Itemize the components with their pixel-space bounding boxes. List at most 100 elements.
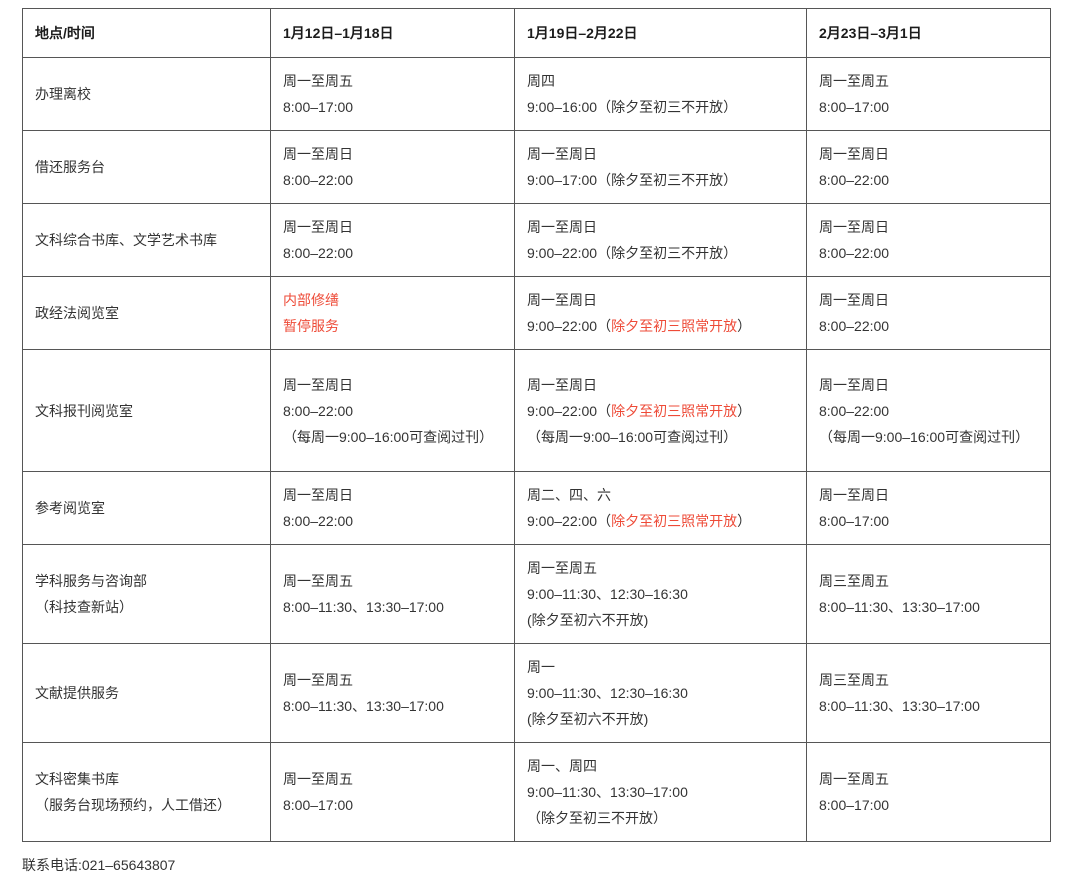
schedule-line: 周一至周日 [819,287,1038,313]
schedule-line: 9:00–17:00（除夕至初三不开放） [527,167,794,193]
schedule-line: 8:00–11:30、13:30–17:00 [819,594,1038,620]
schedule-line: （除夕至初三不开放） [527,805,794,831]
schedule-text: 借还服务台 [35,159,105,175]
schedule-line: 周一、周四 [527,753,794,779]
header-row: 地点/时间 1月12日–1月18日 1月19日–2月22日 2月23日–3月1日 [22,8,1051,58]
schedule-line: 周一至周日 [527,372,794,398]
schedule-line: （每周一9:00–16:00可查阅过刊） [527,424,794,450]
schedule-line: 周三至周五 [819,568,1038,594]
location-cell: 参考阅览室 [22,471,271,545]
column-header-1: 1月12日–1月18日 [270,8,515,58]
schedule-line: 8:00–22:00 [819,240,1038,266]
red-notice-text: 内部修缮 [283,292,339,308]
schedule-line: 8:00–22:00 [283,398,502,424]
schedule-line: 周一至周日 [283,141,502,167]
table-row: 办理离校 周一至周五 8:00–17:00 周四 9:00–16:00（除夕至初三不开放… [22,57,1051,131]
schedule-text: 9:00–22:00（除夕至初三不开放） [527,245,738,261]
location-cell: 文献提供服务 [22,643,271,743]
schedule-line: 9:00–22:00（除夕至初三照常开放） [527,508,794,534]
schedule-line: 暂停服务 [283,313,502,339]
schedule-cell: 周一至周日 8:00–22:00 [806,276,1051,350]
table-row: 借还服务台 周一至周日 8:00–22:00 周一至周日 9:00–17:00（除夕至初… [22,130,1051,204]
schedule-line: 8:00–17:00 [819,508,1038,534]
schedule-line: 8:00–22:00 [819,313,1038,339]
schedule-line: 8:00–22:00 [819,167,1038,193]
schedule-text: 周一至周五 [283,73,353,89]
location-line: 文献提供服务 [35,680,258,706]
schedule-text: 周二、四、六 [527,487,611,503]
schedule-line: 9:00–22:00（除夕至初三照常开放） [527,398,794,424]
schedule-text: 周一至周日 [283,487,353,503]
schedule-cell: 周一至周日 8:00–22:00 （每周一9:00–16:00可查阅过刊） [806,349,1051,472]
table-row: 参考阅览室 周一至周日 8:00–22:00 周二、四、六 9:00–22:00（除夕至… [22,471,1051,545]
location-line: 借还服务台 [35,154,258,180]
schedule-text: 办理离校 [35,86,91,102]
schedule-line: (除夕至初六不开放) [527,706,794,732]
schedule-table-header: 地点/时间 1月12日–1月18日 1月19日–2月22日 2月23日–3月1日 [22,8,1051,58]
table-row: 学科服务与咨询部 （科技查新站） 周一至周五 8:00–11:30、13:30–17:… [22,544,1051,644]
schedule-cell: 周一至周日 8:00–22:00 [806,130,1051,204]
schedule-text: 周一至周日 [819,376,889,393]
schedule-line: 周三至周五 [819,667,1038,693]
schedule-line: 周一至周五 [819,766,1038,792]
schedule-text: （每周一9:00–16:00可查阅过刊） [819,428,1030,445]
schedule-cell: 周一至周日 8:00–17:00 [806,471,1051,545]
schedule-table-body: 办理离校 周一至周五 8:00–17:00 周四 9:00–16:00（除夕至初三不开放… [22,57,1051,842]
schedule-text: 8:00–22:00 [283,172,354,188]
schedule-line: 9:00–11:30、12:30–16:30 [527,680,794,706]
schedule-text: 周一至周日 [283,376,353,393]
schedule-text: 周一至周日 [819,487,889,503]
schedule-text: 8:00–22:00 [283,245,354,261]
schedule-text: 8:00–22:00 [819,318,890,334]
location-line: 政经法阅览室 [35,300,258,326]
schedule-cell: 周一 9:00–11:30、12:30–16:30 (除夕至初六不开放) [514,643,807,743]
schedule-line: 8:00–17:00 [819,94,1038,120]
schedule-line: 周一 [527,654,794,680]
red-notice-text: 除夕至初三照常开放 [611,513,738,529]
schedule-line: 8:00–17:00 [819,792,1038,818]
schedule-line: (除夕至初六不开放) [527,607,794,633]
schedule-line: 周一至周日 [283,372,502,398]
schedule-cell: 周一至周日 9:00–22:00（除夕至初三照常开放） [514,276,807,350]
schedule-text: 周一至周日 [819,219,889,235]
schedule-line: 周二、四、六 [527,482,794,508]
schedule-text: 周一至周日 [819,292,889,308]
schedule-text: 周一至周日 [283,146,353,162]
schedule-cell: 周一至周五 8:00–17:00 [806,57,1051,131]
table-row: 文科报刊阅览室 周一至周日 8:00–22:00 （每周一9:00–16:00可查阅过… [22,349,1051,472]
schedule-text: 8:00–22:00 [819,245,890,261]
schedule-cell: 周一至周日 9:00–17:00（除夕至初三不开放） [514,130,807,204]
schedule-line: 内部修缮 [283,287,502,313]
schedule-text: 周三至周五 [819,672,889,688]
schedule-line: 周一至周日 [527,214,794,240]
location-cell: 文科密集书库 （服务台现场预约，人工借还） [22,742,271,842]
location-cell: 借还服务台 [22,130,271,204]
table-row: 文科密集书库 （服务台现场预约，人工借还） 周一至周五 8:00–17:00 周一、周四… [22,742,1051,842]
schedule-text: 8:00–22:00 [819,172,890,188]
schedule-text: 文科综合书库、文学艺术书库 [35,232,217,248]
schedule-text: 周一至周五 [283,672,353,688]
schedule-text: 8:00–11:30、13:30–17:00 [283,599,444,615]
location-cell: 学科服务与咨询部 （科技查新站） [22,544,271,644]
schedule-text: 8:00–22:00 [819,402,890,419]
red-notice-text: 暂停服务 [283,318,339,334]
schedule-cell: 周一至周日 8:00–22:00 [270,471,515,545]
schedule-cell: 周一至周日 8:00–22:00 [806,203,1051,277]
schedule-line: 周一至周五 [283,68,502,94]
schedule-text: 周一至周五 [283,771,353,787]
schedule-text: 周一至周日 [283,219,353,235]
schedule-text: 9:00–16:00（除夕至初三不开放） [527,99,738,115]
schedule-text: 8:00–22:00 [283,402,354,419]
schedule-line: 8:00–11:30、13:30–17:00 [819,693,1038,719]
column-header-0: 地点/时间 [22,8,271,58]
schedule-cell: 周一至周五 8:00–11:30、13:30–17:00 [270,643,515,743]
schedule-table: 地点/时间 1月12日–1月18日 1月19日–2月22日 2月23日–3月1日 办理… [22,8,1051,842]
schedule-text: 周三至周五 [819,573,889,589]
schedule-line: 周一至周五 [527,555,794,581]
schedule-text: 周一至周五 [819,73,889,89]
schedule-text: 9:00–17:00（除夕至初三不开放） [527,172,738,188]
schedule-line: 周一至周日 [819,141,1038,167]
schedule-cell: 周一至周五 8:00–17:00 [806,742,1051,842]
schedule-text: 9:00–22:00（ [527,513,612,529]
schedule-text: 参考阅览室 [35,500,105,516]
